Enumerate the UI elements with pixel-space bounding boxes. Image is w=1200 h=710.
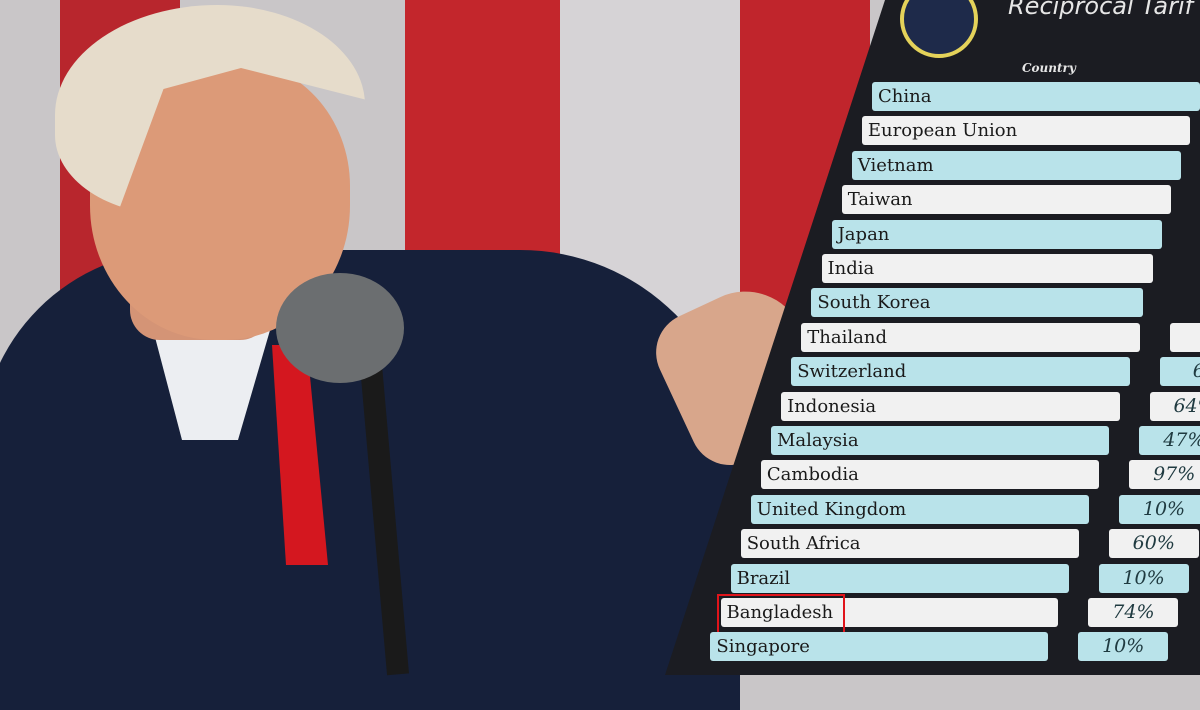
country-row: Singapore	[710, 632, 1049, 662]
tariff-value: 10%	[1078, 632, 1169, 662]
country-name: United Kingdom	[756, 498, 907, 520]
tariff-value: 7	[1170, 322, 1200, 352]
country-row: United Kingdom	[750, 494, 1089, 524]
country-row: Thailand	[801, 322, 1140, 352]
country-name: European Union	[867, 120, 1018, 142]
country-name: Vietnam	[857, 154, 934, 176]
country-name: India	[827, 258, 875, 279]
tariff-value: 60%	[1108, 529, 1199, 559]
country-row: Switzerland	[791, 357, 1130, 387]
tariff-board: Reciprocal Tarif Country China European U…	[665, 0, 1200, 675]
country-row: Indonesia	[781, 391, 1120, 421]
country-name: Malaysia	[777, 430, 859, 451]
country-row: Malaysia	[771, 426, 1110, 455]
country-row: European Union	[861, 116, 1191, 146]
country-row: South Africa	[740, 529, 1079, 559]
tariff-value: 10%	[1119, 494, 1200, 524]
country-row: China	[872, 82, 1200, 111]
country-row: Cambodia	[760, 460, 1100, 490]
country-row: South Korea	[811, 288, 1143, 318]
tariff-value: 74%	[1088, 598, 1179, 627]
tariff-value: 61	[1159, 357, 1200, 387]
tariff-value: 64%	[1149, 391, 1200, 421]
country-row: Bangladesh	[720, 598, 1059, 627]
board-title: Reciprocal Tarif	[1008, 0, 1194, 20]
country-name: Brazil	[736, 567, 791, 589]
country-name: South Africa	[746, 533, 861, 555]
country-name: Bangladesh	[726, 602, 834, 623]
highlight-box	[716, 594, 845, 635]
country-row: Taiwan	[841, 185, 1172, 215]
country-name: Indonesia	[787, 395, 877, 417]
column-header: Country	[1022, 61, 1076, 75]
country-name: South Korea	[817, 292, 931, 314]
tariff-value: 97%	[1129, 460, 1200, 490]
country-name: Cambodia	[766, 464, 859, 486]
country-name: Thailand	[807, 326, 887, 348]
country-name: Singapore	[716, 636, 810, 658]
country-name: Switzerland	[797, 361, 907, 383]
microphone-icon	[276, 273, 404, 383]
country-row: Brazil	[730, 563, 1069, 593]
country-row: Vietnam	[851, 150, 1181, 180]
country-name: China	[878, 86, 932, 107]
country-row: Japan	[831, 219, 1162, 249]
tariff-value: 47%	[1139, 426, 1200, 455]
country-row: India	[821, 254, 1153, 283]
tariff-value: 10%	[1098, 563, 1189, 593]
country-name: Japan	[837, 223, 890, 245]
country-name: Taiwan	[847, 189, 913, 211]
